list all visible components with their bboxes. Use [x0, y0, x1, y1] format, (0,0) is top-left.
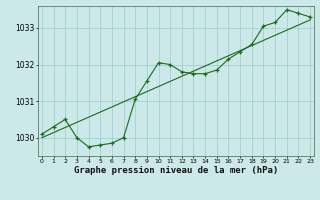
- X-axis label: Graphe pression niveau de la mer (hPa): Graphe pression niveau de la mer (hPa): [74, 166, 278, 175]
